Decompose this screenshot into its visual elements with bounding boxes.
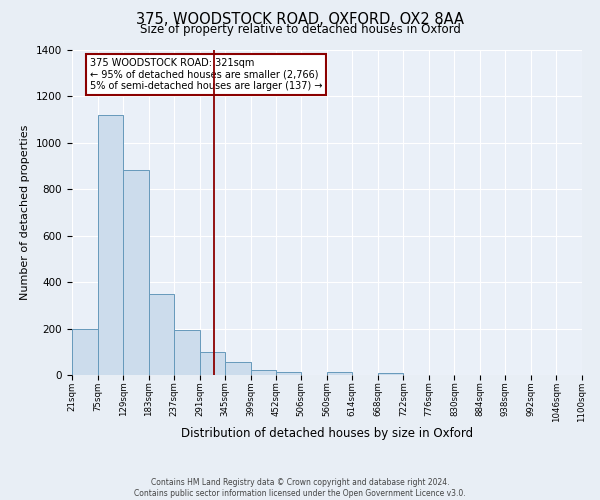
Bar [123, 170, 149, 375]
Bar [225, 362, 251, 375]
Bar [200, 352, 225, 375]
Bar [378, 372, 403, 375]
Text: Contains HM Land Registry data © Crown copyright and database right 2024.
Contai: Contains HM Land Registry data © Crown c… [134, 478, 466, 498]
Text: 375 WOODSTOCK ROAD: 321sqm
← 95% of detached houses are smaller (2,766)
5% of se: 375 WOODSTOCK ROAD: 321sqm ← 95% of deta… [90, 58, 322, 92]
Text: 375, WOODSTOCK ROAD, OXFORD, OX2 8AA: 375, WOODSTOCK ROAD, OXFORD, OX2 8AA [136, 12, 464, 28]
X-axis label: Distribution of detached houses by size in Oxford: Distribution of detached houses by size … [181, 427, 473, 440]
Bar [149, 294, 174, 375]
Bar [327, 372, 352, 375]
Text: Size of property relative to detached houses in Oxford: Size of property relative to detached ho… [140, 22, 460, 36]
Y-axis label: Number of detached properties: Number of detached properties [20, 125, 31, 300]
Bar [251, 370, 276, 375]
Bar [174, 330, 200, 375]
Bar [72, 328, 98, 375]
Bar [98, 115, 123, 375]
Bar [276, 372, 301, 375]
